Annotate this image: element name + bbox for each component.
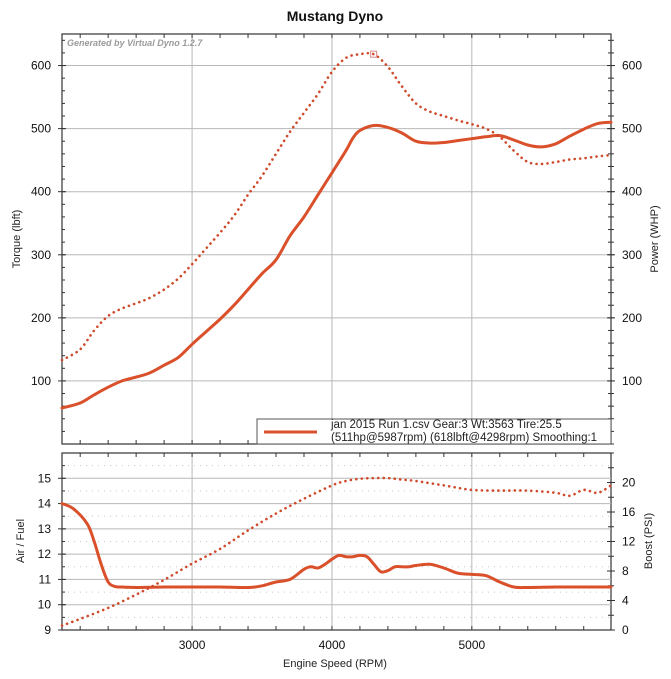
x-axis-label: Engine Speed (RPM) [283, 658, 387, 670]
y2-tick-label: 400 [622, 185, 642, 199]
x-tick-label: 4000 [319, 638, 346, 652]
torque-power-plot: 100 200 300 400 500 600 100 200 300 400 500 600 Gen… [11, 33, 661, 445]
power-axis-label: Power (WHP) [649, 205, 661, 272]
top-series [60, 50, 613, 410]
legend-line-2: (511hp@5987rpm) (618lbft@4298rpm) Smooth… [331, 432, 597, 444]
peak-torque-marker [370, 50, 378, 58]
chart-title: Mustang Dyno [287, 8, 383, 24]
y2-tick-label: 20 [622, 476, 636, 490]
bottom-plot-frame [61, 452, 612, 631]
y-tick-label: 14 [38, 497, 52, 511]
y-tick-label: 200 [31, 311, 51, 325]
y2-tick-label: 16 [622, 505, 636, 519]
bottom-grid [62, 453, 611, 630]
y2-tick-label: 500 [622, 122, 642, 136]
y-tick-label: 100 [31, 374, 51, 388]
top-ticks: 100 200 300 400 500 600 100 200 300 400 500 600 [31, 34, 642, 445]
y-tick-label: 11 [39, 572, 52, 586]
y-tick-label: 600 [31, 59, 51, 73]
y-tick-label: 500 [31, 122, 51, 136]
torque-lbft-line [60, 51, 613, 362]
top-grid [62, 34, 611, 444]
y-tick-label: 400 [31, 185, 51, 199]
y2-tick-label: 0 [622, 623, 629, 637]
y2-tick-label: 300 [622, 248, 642, 262]
y-tick-label: 10 [38, 598, 52, 612]
y-tick-label: 12 [38, 547, 52, 561]
air-fuel-axis-label: Air / Fuel [15, 519, 27, 563]
watermark: Generated by Virtual Dyno 1.2.7 [67, 38, 203, 48]
y-tick-label: 13 [38, 522, 52, 536]
y2-tick-label: 4 [622, 594, 629, 608]
legend: jan 2015 Run 1.csv Gear:3 Wt:3563 Tire:2… [256, 418, 612, 445]
x-tick-label: 3000 [179, 638, 206, 652]
boost-axis-label: Boost (PSI) [643, 513, 655, 569]
y2-tick-label: 200 [622, 311, 642, 325]
air-fuel-line [60, 502, 613, 590]
y2-tick-label: 12 [622, 535, 636, 549]
top-plot-frame [61, 33, 612, 445]
boost-psi-line [60, 476, 613, 627]
y2-tick-label: 100 [622, 374, 642, 388]
y-tick-label: 15 [38, 471, 52, 485]
afr-boost-plot: 3000 4000 5000 9 10 11 12 13 14 15 0 4 8 12 16 20 Air /… [15, 452, 655, 670]
x-tick-label: 5000 [458, 638, 485, 652]
y-tick-label: 9 [44, 623, 51, 637]
legend-line-1: jan 2015 Run 1.csv Gear:3 Wt:3563 Tire:2… [330, 419, 562, 431]
torque-axis-label: Torque (lbft) [11, 210, 23, 269]
y2-tick-label: 600 [622, 59, 642, 73]
y2-tick-label: 8 [622, 564, 629, 578]
power-whp-line [60, 120, 613, 410]
bottom-series [60, 476, 613, 627]
y-tick-label: 300 [31, 248, 51, 262]
